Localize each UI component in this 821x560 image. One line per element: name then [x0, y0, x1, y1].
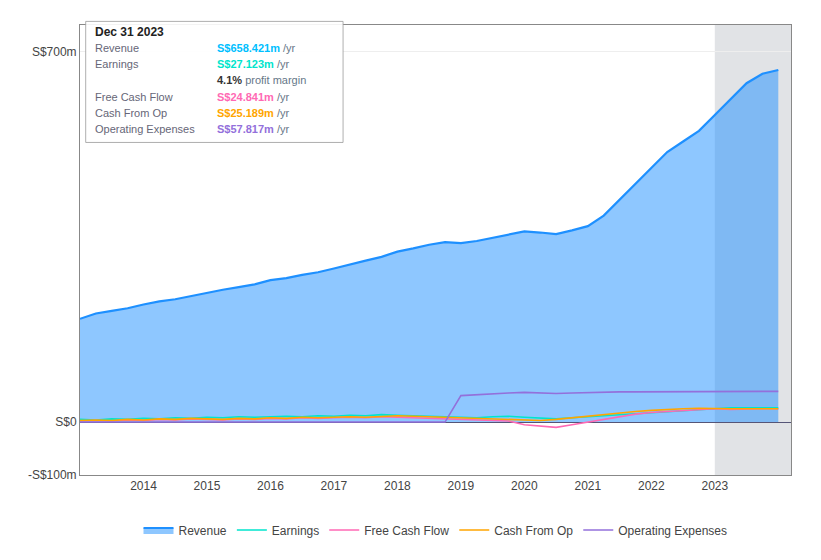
- svg-text:2020: 2020: [511, 479, 538, 493]
- svg-text:Free Cash Flow: Free Cash Flow: [364, 524, 449, 538]
- svg-text:Revenue: Revenue: [179, 524, 227, 538]
- svg-text:Earnings: Earnings: [95, 58, 139, 70]
- svg-text:S$24.841m /yr: S$24.841m /yr: [217, 91, 290, 103]
- svg-text:Free Cash Flow: Free Cash Flow: [95, 91, 173, 103]
- svg-text:2018: 2018: [384, 479, 411, 493]
- svg-text:S$0: S$0: [55, 415, 77, 429]
- svg-text:S$700m: S$700m: [32, 45, 77, 59]
- svg-text:S$57.817m /yr: S$57.817m /yr: [217, 123, 290, 135]
- svg-text:Dec 31 2023: Dec 31 2023: [95, 25, 164, 39]
- svg-text:Operating Expenses: Operating Expenses: [95, 123, 195, 135]
- svg-text:Revenue: Revenue: [95, 42, 139, 54]
- svg-text:2019: 2019: [448, 479, 475, 493]
- svg-text:Cash From Op: Cash From Op: [494, 524, 573, 538]
- svg-text:2022: 2022: [638, 479, 665, 493]
- svg-text:S$658.421m /yr: S$658.421m /yr: [217, 42, 296, 54]
- svg-text:2016: 2016: [257, 479, 284, 493]
- svg-text:S$27.123m /yr: S$27.123m /yr: [217, 58, 290, 70]
- svg-text:2023: 2023: [701, 479, 728, 493]
- svg-text:2014: 2014: [130, 479, 157, 493]
- svg-text:Operating Expenses: Operating Expenses: [618, 524, 727, 538]
- svg-text:Cash From Op: Cash From Op: [95, 107, 167, 119]
- svg-text:2015: 2015: [194, 479, 221, 493]
- svg-text:4.1% profit margin: 4.1% profit margin: [217, 74, 306, 86]
- svg-text:Earnings: Earnings: [272, 524, 319, 538]
- svg-text:-S$100m: -S$100m: [28, 468, 77, 482]
- svg-text:2017: 2017: [321, 479, 348, 493]
- svg-text:2021: 2021: [575, 479, 602, 493]
- svg-text:S$25.189m /yr: S$25.189m /yr: [217, 107, 290, 119]
